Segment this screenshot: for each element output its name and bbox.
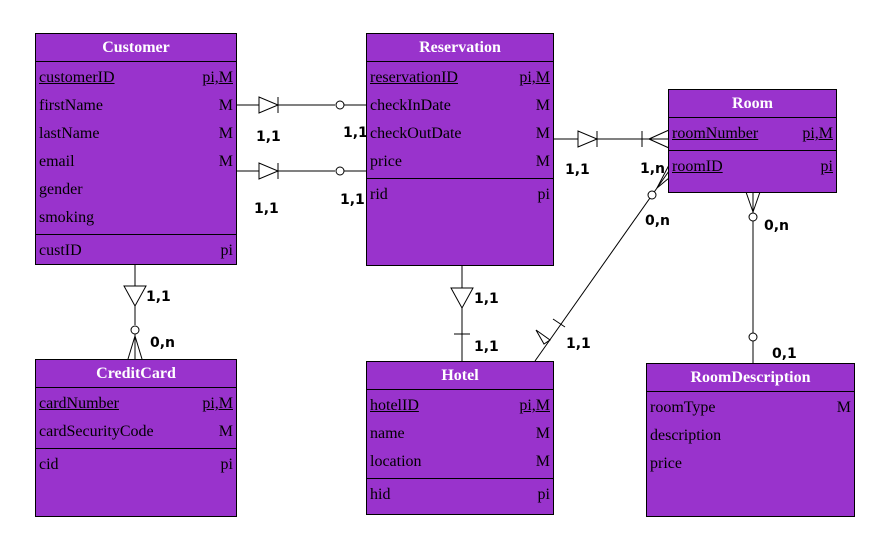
attribute-row: lastName M: [39, 125, 233, 142]
card-room-hotel-top: 0,n: [645, 213, 670, 229]
attribute-row: description: [650, 427, 722, 444]
attribute-row: hotelID pi,M: [370, 397, 550, 414]
entity-customer[interactable]: Customer customerID pi,M firstName M lastN…: [35, 33, 237, 265]
attribute-row: price M: [370, 153, 550, 170]
card-room-desc-bottom: 0,1: [772, 346, 797, 362]
card-res-room-right: 1,n: [640, 161, 665, 177]
entity-title: RoomDescription: [647, 364, 854, 392]
attribute-row: email M: [39, 153, 233, 170]
attribute-row: cardNumber pi,M: [39, 395, 233, 412]
attribute-row: name M: [370, 425, 550, 442]
attribute-row: price: [650, 455, 682, 472]
card-cust-res2-left: 1,1: [254, 201, 279, 217]
entity-title: Customer: [36, 34, 236, 62]
attribute-row: smoking: [39, 209, 95, 226]
attribute-row: checkInDate M: [370, 97, 550, 114]
entity-title: Room: [669, 90, 836, 118]
card-cust-res1-right: 1,1: [343, 125, 368, 141]
entity-creditcard[interactable]: CreditCard cardNumber pi,M cardSecurityCo…: [35, 359, 237, 517]
attribute-row: gender: [39, 181, 83, 198]
card-room-hotel-bottom: 1,1: [566, 336, 591, 352]
card-res-hotel-bottom: 1,1: [474, 339, 499, 355]
card-cust-cc-bottom: 0,n: [150, 335, 175, 351]
entity-roomdescription[interactable]: RoomDescription roomType M description pr…: [646, 363, 855, 517]
identifier-row: cid pi: [39, 456, 233, 473]
card-cust-res2-right: 1,1: [340, 192, 365, 208]
attribute-row: roomType M: [650, 399, 851, 416]
card-cust-res1-left: 1,1: [256, 129, 281, 145]
entity-title: Hotel: [367, 362, 553, 390]
card-res-room-left: 1,1: [565, 162, 590, 178]
entity-title: Reservation: [367, 34, 553, 62]
card-cust-cc-top: 1,1: [146, 289, 171, 305]
identifier-row: rid pi: [370, 186, 550, 203]
entity-reservation[interactable]: Reservation reservationID pi,M checkInDat…: [366, 33, 554, 266]
attribute-row: firstName M: [39, 97, 233, 114]
entity-title: CreditCard: [36, 360, 236, 388]
identifier-row: roomID pi: [672, 158, 833, 175]
attribute-row: checkOutDate M: [370, 125, 550, 142]
card-res-hotel-top: 1,1: [474, 291, 499, 307]
identifier-row: hid pi: [370, 486, 550, 503]
attribute-row: cardSecurityCode M: [39, 423, 233, 440]
attribute-row: customerID pi,M: [39, 69, 233, 86]
attribute-row: location M: [370, 453, 550, 470]
entity-room[interactable]: Room roomNumber pi,M roomID pi: [668, 89, 837, 193]
identifier-row: custID pi: [39, 242, 233, 259]
entity-hotel[interactable]: Hotel hotelID pi,M name M location M hid pi: [366, 361, 554, 515]
attribute-row: reservationID pi,M: [370, 69, 550, 86]
card-room-desc-top: 0,n: [764, 218, 789, 234]
attribute-row: roomNumber pi,M: [672, 125, 833, 142]
